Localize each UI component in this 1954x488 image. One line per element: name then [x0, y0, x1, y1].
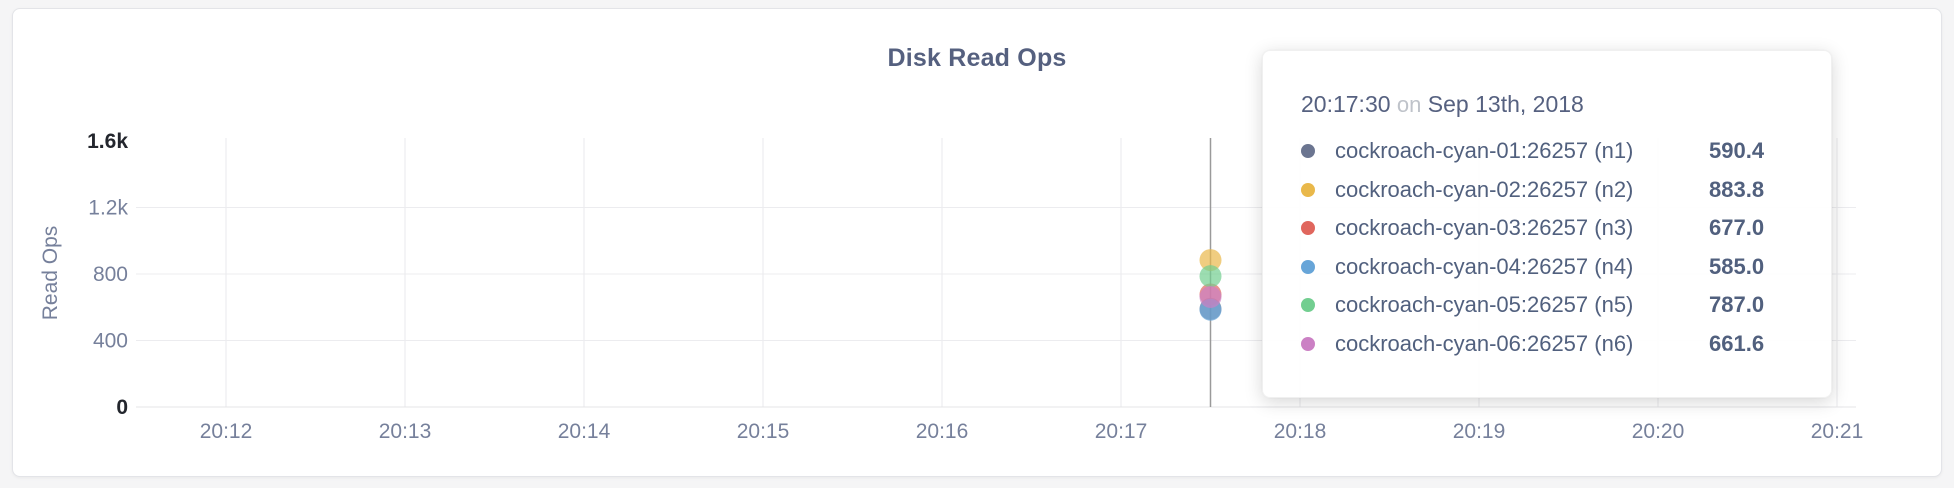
x-tick-label-20:16: 20:16	[916, 420, 969, 443]
tooltip-time: 20:17:30	[1301, 91, 1391, 117]
tooltip-row-n2: cockroach-cyan-02:26257 (n2) 883.8	[1301, 171, 1793, 210]
tooltip-row-n6: cockroach-cyan-06:26257 (n6) 661.6	[1301, 325, 1793, 364]
tooltip-series-value: 590.4	[1709, 138, 1765, 164]
x-tick-label-20:18: 20:18	[1274, 420, 1327, 443]
tooltip-rows: cockroach-cyan-01:26257 (n1) 590.4 cockroa…	[1301, 132, 1793, 363]
tooltip-series-label: cockroach-cyan-06:26257 (n6)	[1335, 330, 1634, 356]
tooltip-series-value: 677.0	[1709, 215, 1765, 241]
x-tick-label-20:14: 20:14	[558, 420, 611, 443]
tooltip-series-value: 883.8	[1709, 176, 1765, 202]
x-tick-label-20:21: 20:21	[1811, 420, 1864, 443]
y-tick-label-1.2k: 1.2k	[88, 197, 128, 220]
y-tick-label-800: 800	[93, 263, 128, 286]
series-color-dot-icon	[1301, 336, 1315, 351]
y-tick-label-1.6k: 1.6k	[87, 130, 128, 153]
series-color-dot-icon	[1301, 259, 1315, 274]
tooltip-series-label: cockroach-cyan-01:26257 (n1)	[1335, 138, 1634, 164]
tooltip-series-label: cockroach-cyan-03:26257 (n3)	[1335, 215, 1634, 241]
series-color-dot-icon	[1301, 182, 1315, 197]
tooltip-series-value: 661.6	[1709, 330, 1765, 356]
x-tick-label-20:17: 20:17	[1095, 420, 1148, 443]
hover-dot-n2	[1199, 249, 1222, 272]
tooltip-date: Sep 13th, 2018	[1427, 91, 1584, 117]
tooltip-series-label: cockroach-cyan-04:26257 (n4)	[1335, 253, 1634, 279]
x-tick-label-20:12: 20:12	[200, 420, 253, 443]
hover-dot-n6	[1199, 286, 1222, 309]
tooltip-row-n1: cockroach-cyan-01:26257 (n1) 590.4	[1301, 132, 1793, 171]
tooltip-row-n3: cockroach-cyan-03:26257 (n3) 677.0	[1301, 209, 1793, 248]
y-tick-label-0: 0	[116, 396, 128, 419]
axis-labels: 20:12 20:13 20:14 20:15 20:16 20:17 20:18 20:19…	[39, 130, 1863, 443]
hover-dot-n5	[1199, 265, 1222, 288]
series-color-dot-icon	[1301, 298, 1315, 313]
tooltip-connector: on	[1396, 92, 1422, 117]
tooltip-series-value: 585.0	[1709, 253, 1765, 279]
tooltip-series-value: 787.0	[1709, 292, 1765, 318]
tooltip-row-n4: cockroach-cyan-04:26257 (n4) 585.0	[1301, 248, 1793, 287]
series-color-dot-icon	[1301, 221, 1315, 236]
y-tick-label-400: 400	[93, 330, 128, 353]
x-tick-label-20:19: 20:19	[1453, 420, 1506, 443]
series-color-dot-icon	[1301, 144, 1315, 159]
chart-title: Disk Read Ops	[887, 44, 1067, 72]
y-axis-title: Read Ops	[39, 226, 62, 321]
x-tick-label-20:13: 20:13	[379, 420, 432, 443]
x-tick-label-20:20: 20:20	[1632, 420, 1685, 443]
tooltip-row-n5: cockroach-cyan-05:26257 (n5) 787.0	[1301, 286, 1793, 325]
tooltip-series-label: cockroach-cyan-05:26257 (n5)	[1335, 292, 1634, 318]
chart-tooltip: 20:17:30 on Sep 13th, 2018 cockroach-cya…	[1262, 50, 1832, 398]
tooltip-header: 20:17:30 on Sep 13th, 2018	[1301, 89, 1793, 120]
tooltip-series-label: cockroach-cyan-02:26257 (n2)	[1335, 176, 1634, 202]
x-tick-label-20:15: 20:15	[737, 420, 790, 443]
